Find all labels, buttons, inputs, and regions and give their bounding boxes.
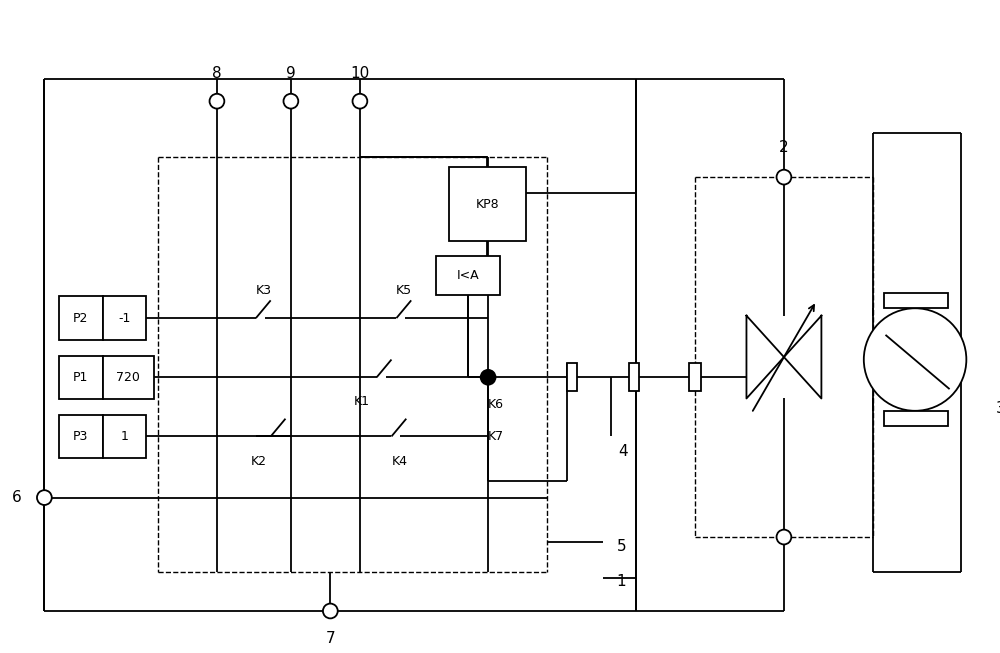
Text: 4: 4: [618, 444, 628, 459]
Circle shape: [777, 170, 791, 185]
Bar: [59, 415, 103, 458]
Text: 2: 2: [779, 140, 789, 155]
Bar: [629, 364, 639, 391]
Bar: [103, 296, 146, 340]
Text: K6: K6: [488, 398, 504, 411]
Bar: [436, 256, 500, 295]
Text: 9: 9: [286, 66, 296, 81]
Bar: [59, 356, 103, 399]
Bar: [884, 411, 948, 426]
Bar: [689, 364, 701, 391]
Text: 10: 10: [350, 66, 370, 81]
Circle shape: [210, 94, 224, 108]
Text: 6: 6: [12, 490, 22, 505]
Text: K4: K4: [391, 454, 407, 468]
Circle shape: [323, 603, 338, 618]
Text: 1: 1: [120, 430, 128, 443]
Text: KP8: KP8: [475, 198, 499, 211]
Bar: [567, 364, 577, 391]
Circle shape: [481, 370, 496, 385]
Text: 1: 1: [616, 574, 626, 589]
Circle shape: [777, 530, 791, 545]
Text: K7: K7: [488, 430, 504, 443]
Text: K5: K5: [396, 284, 412, 297]
Text: -1: -1: [118, 311, 130, 325]
Circle shape: [37, 490, 52, 505]
Circle shape: [864, 308, 966, 411]
Bar: [103, 415, 146, 458]
Bar: [884, 293, 948, 308]
Text: K3: K3: [256, 284, 272, 297]
Text: P2: P2: [73, 311, 89, 325]
Text: 5: 5: [616, 539, 626, 554]
Bar: [59, 296, 103, 340]
Text: I<A: I<A: [457, 269, 479, 282]
Text: K1: K1: [354, 396, 370, 408]
Text: K2: K2: [251, 454, 267, 468]
Text: P1: P1: [73, 371, 89, 384]
Circle shape: [353, 94, 367, 108]
Bar: [103, 356, 154, 399]
Circle shape: [283, 94, 298, 108]
Bar: [449, 167, 526, 241]
Text: 720: 720: [116, 371, 140, 384]
Text: 3: 3: [996, 402, 1000, 417]
Text: 7: 7: [326, 631, 335, 646]
Text: P3: P3: [73, 430, 89, 443]
Text: 8: 8: [212, 66, 222, 81]
